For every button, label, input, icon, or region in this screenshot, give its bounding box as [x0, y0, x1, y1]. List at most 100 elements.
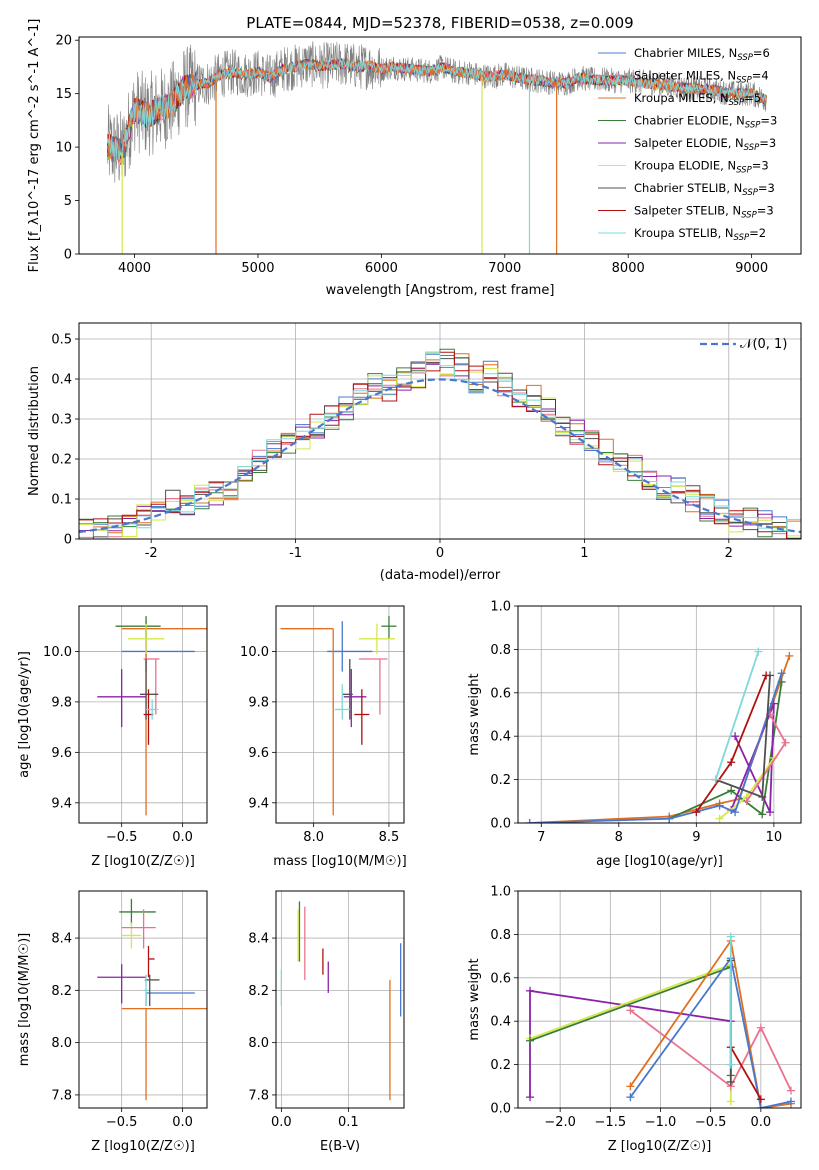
legend-label-main: Chabrier MILES, N [634, 46, 737, 60]
mass-weight-marker [692, 808, 701, 817]
legend-label-subscript: SSP [736, 76, 752, 86]
y-tick-label: 0.4 [51, 373, 72, 388]
legend-label-subscript: SSP [729, 98, 745, 108]
errorbar-point [280, 628, 334, 816]
y-tick-label: 0.0 [490, 1102, 511, 1117]
x-tick-label: 0.0 [751, 1115, 772, 1130]
y-tick-label: 10 [55, 141, 72, 156]
x-tick-label: 0.0 [172, 1115, 193, 1130]
y-tick-label: 9.6 [51, 746, 72, 761]
y-tick-label: 0.4 [490, 730, 511, 745]
x-tick-label: 8.0 [303, 830, 324, 845]
y-tick-label: 0.5 [51, 333, 72, 348]
mass-weight-marker [765, 808, 774, 817]
errorbar-point [121, 628, 207, 816]
chart-title: PLATE=0844, MJD=52378, FIBERID=0538, z=0… [246, 14, 633, 32]
axes-frame [517, 890, 802, 1109]
y-tick-label: 5 [64, 194, 72, 209]
errorbar-point [343, 669, 367, 728]
x-tick-label: 9000 [735, 261, 768, 276]
mass-weight-marker [726, 1097, 735, 1106]
x-tick-label: 8.5 [379, 830, 400, 845]
x-tick-label: 10 [766, 830, 783, 845]
y-tick-label: 0 [64, 533, 72, 548]
x-tick-label: 0 [436, 546, 444, 561]
legend-label-tail: =3 [759, 136, 776, 150]
axes-frame [517, 605, 802, 824]
y-tick-label: 9.4 [51, 796, 72, 811]
y-axis-label: mass [log10(M/M☉)] [17, 933, 32, 1066]
x-axis-label: wavelength [Angstrom, rest frame] [326, 283, 555, 298]
y-tick-label: 0.4 [490, 1015, 511, 1030]
mass-weight-marker [742, 797, 751, 806]
residual-histogram-step [79, 352, 801, 539]
mass-weight-marker [786, 1097, 795, 1106]
y-tick-label: 0.2 [490, 773, 511, 788]
x-tick-label: -2 [145, 546, 158, 561]
mass-vs-metallicity-panel: −0.5 0.0 7.8 8.0 8.2 8.4 Z [log10(Z/Z☉)] mass [… [17, 890, 208, 1154]
x-tick-label: −1.0 [645, 1115, 677, 1130]
y-tick-label: 1.0 [490, 885, 511, 900]
x-tick-label: 5000 [241, 261, 274, 276]
x-tick-label: 0.0 [172, 830, 193, 845]
mass-weight-marker [731, 732, 740, 741]
errorbar-point [121, 922, 142, 949]
x-tick-label: -1 [289, 546, 302, 561]
legend-label: 𝒩(0, 1) [740, 337, 787, 352]
axes-frame [78, 605, 208, 824]
mass-weight-marker [626, 1006, 635, 1015]
y-axis-label: mass weight [467, 958, 482, 1040]
mass-weight-line [529, 655, 791, 823]
x-tick-label: −0.5 [695, 1115, 727, 1130]
errorbar-point [381, 616, 397, 639]
legend-label-tail: =3 [758, 181, 775, 195]
mass-weight-marker [762, 671, 771, 680]
gaussian-reference-curve [79, 378, 801, 534]
legend-label-subscript: SSP [737, 53, 753, 63]
spectrum-panel: 4000 5000 6000 7000 8000 9000 0 5 10 15 20 PLATE=08… [27, 14, 802, 298]
mass-weight-marker [726, 932, 735, 941]
legend-label-main: Chabrier ELODIE, N [634, 114, 745, 128]
legend-label-main: Chabrier STELIB, N [634, 181, 742, 195]
spectrum-plot-area [107, 41, 767, 254]
legend-label: Kroupa STELIB, NSSP=2 [634, 226, 766, 243]
axes-frame [78, 322, 802, 540]
x-axis-label: Z [log10(Z/Z☉)] [91, 1139, 195, 1154]
legend-label-main: Salpeter MILES, N [634, 69, 736, 83]
y-axis-label: mass weight [467, 673, 482, 755]
errorbar-point [127, 623, 165, 654]
errorbar-point [119, 898, 156, 925]
mass-weight-marker [785, 651, 794, 660]
legend-label-subscript: SSP [742, 188, 758, 198]
mass-weight-marker [756, 1104, 765, 1108]
axes-frame [78, 890, 208, 1109]
mass-weight-marker [756, 1095, 765, 1104]
legend-label-main: Kroupa STELIB, N [634, 226, 734, 240]
legend-label-subscript: SSP [741, 211, 757, 221]
y-tick-label: 10.0 [43, 645, 72, 660]
mass-weight-marker [754, 647, 763, 656]
y-tick-label: 8.4 [248, 932, 269, 947]
x-tick-label: −0.5 [106, 1115, 138, 1130]
legend-label-tail: =2 [749, 226, 766, 240]
mass-weight-marker [715, 801, 724, 810]
mass-weight-vs-metallicity-panel: −2.0 −1.5 −1.0 −0.5 0.0 0.0 0.2 0.4 0.6 0.8 1.0 Z [… [467, 885, 802, 1154]
errorbar-point [115, 616, 161, 639]
legend-label: Salpeter ELODIE, NSSP=3 [634, 136, 776, 153]
mass-weight-marker [525, 819, 534, 823]
x-tick-label: 8 [615, 830, 623, 845]
mass-weight-marker [626, 1093, 635, 1102]
mass-weight-marker [526, 1036, 535, 1045]
residual-distribution-panel: -2 -1 0 1 2 0 0.1 0.2 0.3 0.4 0.5 𝒩(0, 1) (data-mode… [27, 322, 802, 583]
mass-weight-marker [726, 1077, 735, 1086]
errorbar-point [147, 945, 155, 978]
x-axis-label: E(B-V) [320, 1139, 360, 1154]
errorbar-point [143, 974, 149, 1007]
y-axis-label: age [log10(age/yr)] [17, 651, 32, 778]
mass-weight-marker [726, 1060, 735, 1069]
mass-weight-marker [786, 1086, 795, 1095]
legend-label-main: Kroupa ELODIE, N [634, 159, 736, 173]
x-tick-label: 8000 [612, 261, 645, 276]
y-tick-label: 9.8 [248, 695, 269, 710]
